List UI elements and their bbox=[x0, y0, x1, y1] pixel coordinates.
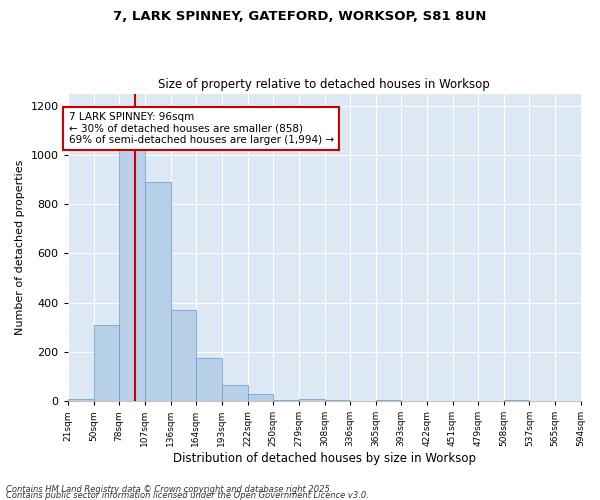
Y-axis label: Number of detached properties: Number of detached properties bbox=[15, 160, 25, 335]
Title: Size of property relative to detached houses in Worksop: Size of property relative to detached ho… bbox=[158, 78, 490, 91]
Bar bbox=[376, 400, 401, 401]
Text: Contains HM Land Registry data © Crown copyright and database right 2025.: Contains HM Land Registry data © Crown c… bbox=[6, 484, 332, 494]
Bar bbox=[299, 398, 325, 401]
X-axis label: Distribution of detached houses by size in Worksop: Distribution of detached houses by size … bbox=[173, 452, 476, 465]
Bar bbox=[68, 398, 94, 401]
Bar bbox=[325, 400, 350, 401]
Bar bbox=[272, 400, 299, 401]
Bar bbox=[196, 358, 221, 401]
Bar bbox=[119, 143, 145, 401]
Text: Contains public sector information licensed under the Open Government Licence v3: Contains public sector information licen… bbox=[6, 490, 369, 500]
Bar bbox=[94, 325, 119, 401]
Bar bbox=[170, 310, 196, 401]
Bar bbox=[221, 385, 248, 401]
Bar bbox=[503, 400, 529, 401]
Text: 7, LARK SPINNEY, GATEFORD, WORKSOP, S81 8UN: 7, LARK SPINNEY, GATEFORD, WORKSOP, S81 … bbox=[113, 10, 487, 23]
Text: 7 LARK SPINNEY: 96sqm
← 30% of detached houses are smaller (858)
69% of semi-det: 7 LARK SPINNEY: 96sqm ← 30% of detached … bbox=[68, 112, 334, 145]
Bar bbox=[145, 182, 170, 401]
Bar bbox=[248, 394, 272, 401]
